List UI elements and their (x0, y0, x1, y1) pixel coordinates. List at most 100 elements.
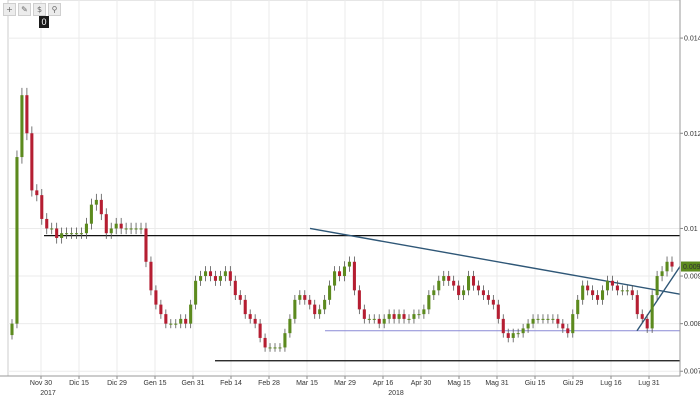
candle-down (313, 304, 317, 315)
candle-up (50, 228, 54, 230)
candle-down (561, 323, 565, 329)
candle-up (462, 290, 466, 296)
drawn-lines (44, 227, 681, 362)
candle-down (471, 276, 476, 286)
candle-up (199, 276, 203, 281)
x-tick-label: Mag 31 (485, 380, 508, 387)
candle-down (99, 199, 103, 215)
candle-up (278, 347, 282, 349)
candle-up (124, 228, 128, 230)
grid (7, 0, 681, 377)
candle-down (40, 195, 44, 219)
candle-down (635, 295, 639, 315)
magnifier-icon[interactable]: ⚲ (48, 3, 61, 16)
year-label: 2017 (40, 390, 56, 397)
candle-up (437, 280, 441, 291)
candle-down (486, 295, 490, 300)
candle-up (74, 233, 79, 235)
candle-up (268, 347, 272, 349)
x-tick-label: Gen 31 (182, 380, 205, 387)
candle-up (194, 280, 198, 305)
candle-down (457, 285, 461, 296)
candle-down (248, 314, 252, 319)
candle-down (233, 280, 237, 296)
candle-up (134, 228, 138, 230)
candle-up (342, 266, 347, 277)
candle-up (328, 285, 332, 300)
candle-up (89, 204, 93, 224)
candle-up (203, 271, 208, 277)
candle-up (84, 223, 88, 234)
candle-down (481, 290, 485, 296)
candle-up (467, 276, 471, 291)
candle-up (10, 323, 14, 336)
candle-down (615, 285, 619, 291)
candle-down (586, 285, 590, 291)
y-tick-label: 0.009 (684, 274, 700, 281)
candle-up (323, 299, 327, 310)
x-tick-label: Nov 30 (30, 380, 52, 387)
candle-down (496, 304, 500, 319)
x-tick-label: Feb 28 (258, 380, 280, 387)
candle-up (422, 309, 426, 315)
last-price-marker: 0.0092 (681, 261, 700, 272)
candle-up (531, 318, 535, 324)
candle-up (223, 271, 227, 277)
candle-up (79, 233, 84, 235)
candle-down (154, 290, 158, 305)
candle-up (218, 276, 222, 281)
candle-down (501, 318, 505, 334)
candle-down (591, 290, 595, 296)
chart-toolbar: + ✎ $ ⚲ (3, 3, 61, 16)
candle-up (189, 304, 193, 324)
candle-up (546, 318, 550, 320)
candle-down (263, 337, 267, 348)
candle-down (303, 295, 307, 300)
candle-down (566, 328, 570, 334)
candle-up (412, 314, 416, 319)
candle-up (407, 318, 411, 320)
candle-up (650, 295, 654, 329)
candle-up (94, 199, 98, 205)
candle-down (357, 290, 361, 310)
x-tick-label: Feb 14 (220, 380, 242, 387)
candle-up (15, 157, 19, 324)
x-tick-label: Dic 15 (69, 380, 89, 387)
candle-up (551, 318, 555, 320)
candles (10, 87, 674, 352)
x-tick-label: Mar 15 (296, 380, 318, 387)
candle-down (253, 318, 257, 324)
candle-down (596, 295, 600, 300)
candle-up (660, 271, 664, 277)
candle-up (129, 228, 133, 230)
candle-down (45, 218, 49, 229)
candle-up (432, 290, 436, 296)
candle-down (258, 323, 262, 338)
candle-down (228, 271, 232, 281)
ascending-trendline (636, 266, 681, 332)
candle-up (665, 261, 669, 272)
pencil-icon[interactable]: ✎ (18, 3, 31, 16)
candle-down (25, 95, 29, 134)
candle-down (491, 299, 495, 305)
zero-badge: 0 (39, 16, 49, 28)
candle-up (318, 309, 322, 315)
candle-up (179, 318, 183, 324)
candle-up (620, 290, 624, 292)
candle-up (387, 314, 391, 319)
dollar-icon[interactable]: $ (33, 3, 46, 16)
candle-up (293, 299, 297, 319)
candle-down (670, 261, 674, 267)
candle-up (427, 295, 431, 310)
candle-down (238, 295, 242, 300)
candle-up (273, 347, 277, 349)
candle-down (447, 276, 451, 281)
candle-up (576, 299, 580, 315)
candle-down (35, 190, 39, 196)
crosshair-icon[interactable]: + (3, 3, 16, 16)
candle-up (372, 318, 376, 320)
candle-up (625, 290, 629, 292)
x-tick-label: Gen 15 (144, 380, 167, 387)
y-tick-label: 0.007 (684, 369, 700, 376)
